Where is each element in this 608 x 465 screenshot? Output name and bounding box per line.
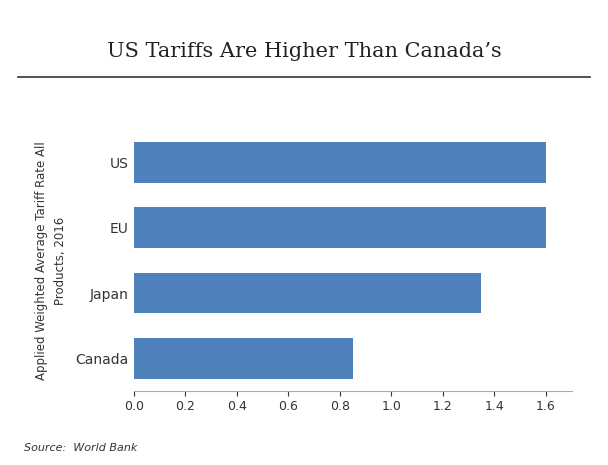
Bar bbox=[134, 207, 546, 248]
Bar bbox=[134, 273, 482, 313]
Y-axis label: Applied Weighted Average Tariff Rate All
Products, 2016: Applied Weighted Average Tariff Rate All… bbox=[35, 141, 67, 380]
Bar bbox=[134, 142, 546, 183]
Text: US Tariffs Are Higher Than Canada’s: US Tariffs Are Higher Than Canada’s bbox=[106, 42, 502, 61]
Text: Source:  World Bank: Source: World Bank bbox=[24, 443, 137, 453]
Bar bbox=[134, 338, 353, 379]
